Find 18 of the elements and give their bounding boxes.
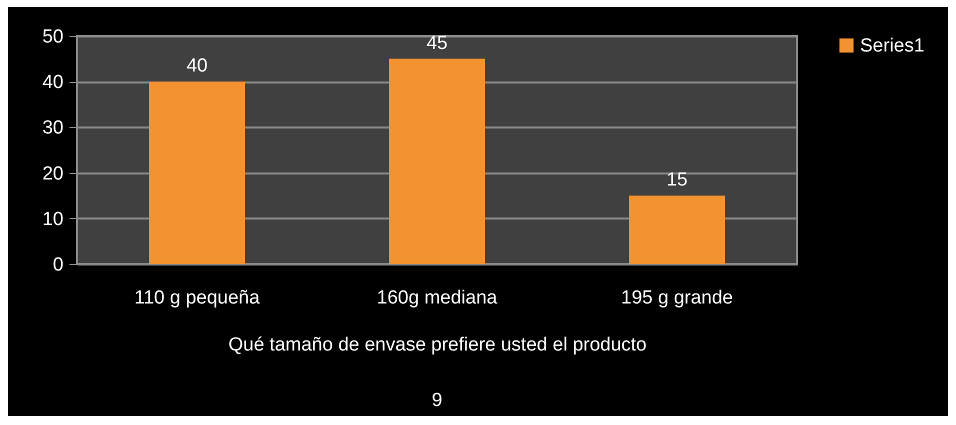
x-tick-label: 110 g pequeña [134, 288, 260, 308]
y-tick-label: 40 [42, 72, 64, 94]
data-label: 45 [426, 32, 448, 54]
x-tick-label: 195 g grande [621, 288, 733, 308]
legend-label: Series1 [860, 36, 924, 56]
y-tick-label: 0 [52, 254, 64, 276]
x-axis-title: Qué tamaño de envase prefiere usted el producto [228, 334, 647, 356]
x-tick-label: 160g mediana [376, 288, 498, 308]
text: 9 [432, 390, 442, 411]
y-tick-label: 50 [42, 26, 64, 48]
bar [389, 58, 485, 264]
y-tick-label: 30 [42, 118, 64, 139]
bar [629, 196, 725, 264]
bar [149, 82, 245, 264]
y-tick-label: 20 [42, 163, 64, 184]
y-tick-label: 10 [42, 208, 64, 230]
data-label: 40 [186, 56, 208, 77]
data-label: 15 [666, 170, 688, 191]
